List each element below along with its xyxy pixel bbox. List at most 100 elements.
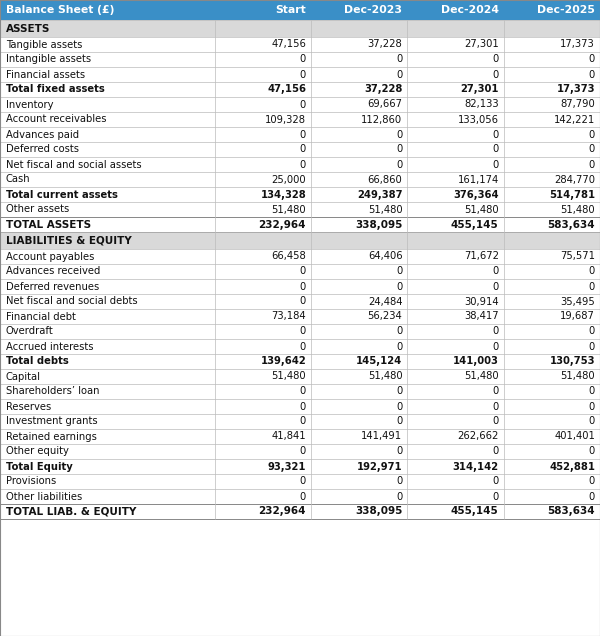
Text: Balance Sheet (£): Balance Sheet (£) xyxy=(6,5,115,15)
Text: 82,133: 82,133 xyxy=(464,99,499,109)
Text: 66,860: 66,860 xyxy=(368,174,403,184)
Bar xyxy=(0,459,600,474)
Text: 0: 0 xyxy=(589,130,595,139)
Text: 0: 0 xyxy=(589,401,595,411)
Bar xyxy=(0,67,600,82)
Bar xyxy=(0,142,600,157)
Text: 0: 0 xyxy=(300,160,306,170)
Text: 0: 0 xyxy=(300,296,306,307)
Text: 51,480: 51,480 xyxy=(464,205,499,214)
Text: 192,971: 192,971 xyxy=(357,462,403,471)
Text: 24,484: 24,484 xyxy=(368,296,403,307)
Text: 455,145: 455,145 xyxy=(451,506,499,516)
Text: 0: 0 xyxy=(300,492,306,502)
Text: Shareholders’ loan: Shareholders’ loan xyxy=(6,387,100,396)
Text: Advances paid: Advances paid xyxy=(6,130,79,139)
Text: 0: 0 xyxy=(589,492,595,502)
Text: Other equity: Other equity xyxy=(6,446,69,457)
Text: Reserves: Reserves xyxy=(6,401,51,411)
Text: 0: 0 xyxy=(589,476,595,487)
Text: 455,145: 455,145 xyxy=(451,219,499,230)
Text: 0: 0 xyxy=(493,55,499,64)
Text: 232,964: 232,964 xyxy=(259,219,306,230)
Bar xyxy=(0,187,600,202)
Text: 139,642: 139,642 xyxy=(260,357,306,366)
Text: 0: 0 xyxy=(493,282,499,291)
Text: 145,124: 145,124 xyxy=(356,357,403,366)
Text: Tangible assets: Tangible assets xyxy=(6,39,82,50)
Text: 37,228: 37,228 xyxy=(364,85,403,95)
Bar xyxy=(0,232,600,249)
Text: 47,156: 47,156 xyxy=(271,39,306,50)
Bar xyxy=(0,279,600,294)
Text: Financial assets: Financial assets xyxy=(6,69,85,80)
Text: 0: 0 xyxy=(396,326,403,336)
Text: Deferred revenues: Deferred revenues xyxy=(6,282,99,291)
Text: 0: 0 xyxy=(589,326,595,336)
Text: 0: 0 xyxy=(300,326,306,336)
Bar xyxy=(0,97,600,112)
Text: 47,156: 47,156 xyxy=(267,85,306,95)
Bar xyxy=(0,112,600,127)
Text: 583,634: 583,634 xyxy=(547,506,595,516)
Text: Account payables: Account payables xyxy=(6,251,94,261)
Text: Financial debt: Financial debt xyxy=(6,312,76,322)
Text: 17,373: 17,373 xyxy=(557,85,595,95)
Bar xyxy=(0,339,600,354)
Text: 51,480: 51,480 xyxy=(560,371,595,382)
Bar xyxy=(0,217,600,232)
Text: 27,301: 27,301 xyxy=(460,85,499,95)
Text: 0: 0 xyxy=(493,69,499,80)
Text: Deferred costs: Deferred costs xyxy=(6,144,79,155)
Text: Net fiscal and social assets: Net fiscal and social assets xyxy=(6,160,142,170)
Text: Total fixed assets: Total fixed assets xyxy=(6,85,105,95)
Text: 0: 0 xyxy=(396,130,403,139)
Text: 0: 0 xyxy=(589,266,595,277)
Text: Investment grants: Investment grants xyxy=(6,417,98,427)
Text: 0: 0 xyxy=(396,476,403,487)
Text: Net fiscal and social debts: Net fiscal and social debts xyxy=(6,296,137,307)
Text: TOTAL ASSETS: TOTAL ASSETS xyxy=(6,219,91,230)
Text: 232,964: 232,964 xyxy=(259,506,306,516)
Text: 401,401: 401,401 xyxy=(554,431,595,441)
Text: 262,662: 262,662 xyxy=(457,431,499,441)
Text: 0: 0 xyxy=(396,160,403,170)
Text: 0: 0 xyxy=(493,130,499,139)
Text: 17,373: 17,373 xyxy=(560,39,595,50)
Text: 0: 0 xyxy=(300,342,306,352)
Text: 0: 0 xyxy=(396,492,403,502)
Text: 0: 0 xyxy=(300,144,306,155)
Text: Overdraft: Overdraft xyxy=(6,326,54,336)
Text: 0: 0 xyxy=(493,476,499,487)
Text: 38,417: 38,417 xyxy=(464,312,499,322)
Text: 142,221: 142,221 xyxy=(554,114,595,125)
Text: 134,328: 134,328 xyxy=(260,190,306,200)
Bar xyxy=(0,399,600,414)
Bar xyxy=(0,414,600,429)
Text: 51,480: 51,480 xyxy=(560,205,595,214)
Text: Dec-2025: Dec-2025 xyxy=(537,5,595,15)
Bar xyxy=(0,384,600,399)
Text: LIABILITIES & EQUITY: LIABILITIES & EQUITY xyxy=(6,235,132,245)
Text: 338,095: 338,095 xyxy=(355,506,403,516)
Text: 0: 0 xyxy=(300,69,306,80)
Bar xyxy=(0,202,600,217)
Text: 284,770: 284,770 xyxy=(554,174,595,184)
Text: 0: 0 xyxy=(396,387,403,396)
Text: 112,860: 112,860 xyxy=(361,114,403,125)
Bar xyxy=(0,369,600,384)
Text: 109,328: 109,328 xyxy=(265,114,306,125)
Text: 51,480: 51,480 xyxy=(464,371,499,382)
Text: 0: 0 xyxy=(589,69,595,80)
Text: Retained earnings: Retained earnings xyxy=(6,431,97,441)
Text: 376,364: 376,364 xyxy=(453,190,499,200)
Text: Total current assets: Total current assets xyxy=(6,190,118,200)
Text: 0: 0 xyxy=(396,401,403,411)
Text: 87,790: 87,790 xyxy=(560,99,595,109)
Text: 69,667: 69,667 xyxy=(367,99,403,109)
Text: 71,672: 71,672 xyxy=(464,251,499,261)
Text: 0: 0 xyxy=(300,401,306,411)
Bar xyxy=(0,324,600,339)
Bar xyxy=(0,0,600,20)
Text: Start: Start xyxy=(275,5,306,15)
